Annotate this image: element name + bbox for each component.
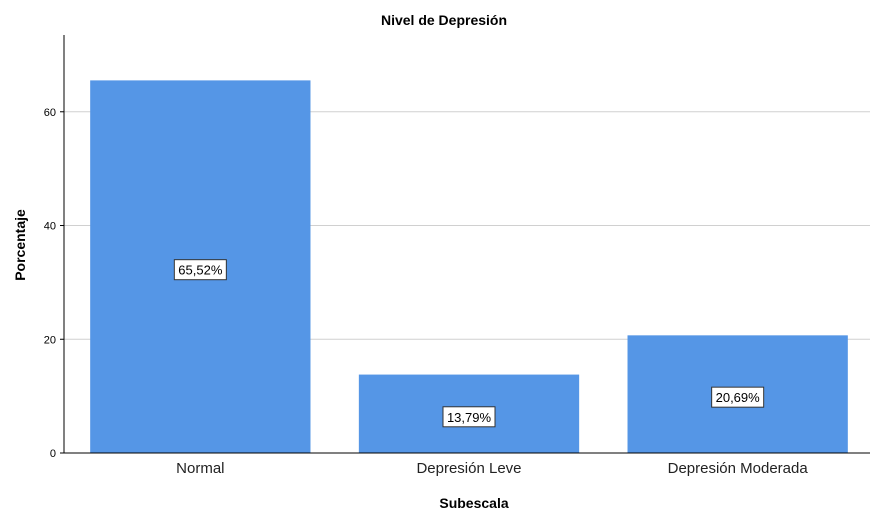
data-label-box [442, 406, 496, 428]
x-axis-title: Subescala [439, 495, 508, 510]
axes: 0 20 40 60 Normal Depresión Leve Depresión Mod… [44, 35, 870, 477]
data-label: 65,52% [178, 263, 223, 278]
chart-title: Nivel de Depresión [381, 12, 507, 28]
x-tick-label: Depresión Leve [416, 460, 521, 477]
y-axis-title: Porcentaje [12, 209, 28, 281]
data-labels: 65,52% 13,79% 20,69% [173, 259, 765, 428]
data-label-box [173, 259, 227, 281]
data-label-box [711, 386, 765, 408]
y-tick-label: 20 [44, 334, 56, 346]
y-tick-label: 0 [50, 448, 56, 460]
x-tick-label: Depresión Moderada [668, 460, 809, 477]
data-label: 13,79% [447, 410, 492, 425]
y-tick-label: 60 [44, 107, 56, 119]
x-tick-label: Normal [176, 460, 224, 477]
data-label: 20,69% [716, 390, 761, 405]
y-tick-label: 40 [44, 221, 56, 233]
